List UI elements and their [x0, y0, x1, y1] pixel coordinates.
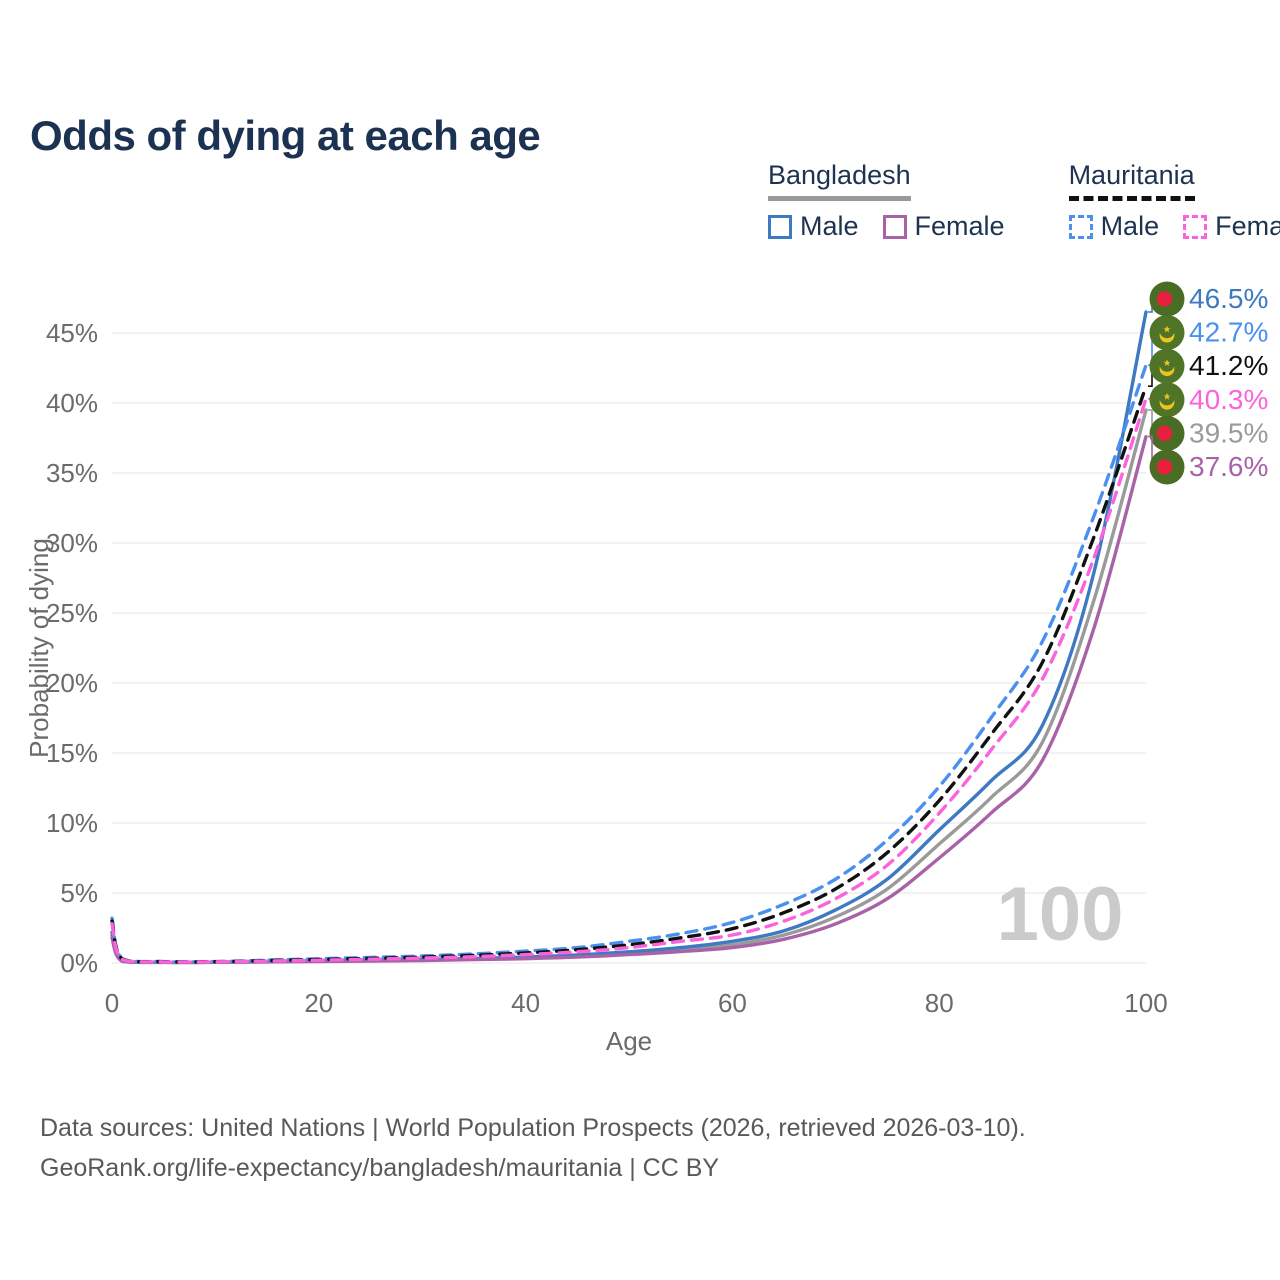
y-axis-tick-label: 0%	[60, 948, 98, 978]
legend-swatch-icon	[882, 214, 907, 239]
x-axis-tick-label: 40	[511, 988, 540, 1018]
x-axis-tick-label: 0	[105, 988, 119, 1018]
y-axis-tick-label: 25%	[46, 598, 98, 628]
x-axis-title: Age	[606, 1026, 652, 1056]
x-axis-tick-label: 20	[304, 988, 333, 1018]
legend-swatch-icon	[1183, 214, 1208, 239]
series-line-mauritania-female[interactable]	[110, 397, 1148, 964]
legend-item-label: Female	[914, 211, 1005, 241]
mauritania-flag-icon	[1149, 348, 1185, 384]
current-age-watermark: 100	[997, 872, 1124, 957]
legend-group-mauritania: Mauritania Male Female	[1068, 160, 1280, 242]
y-axis-tick-label: 20%	[46, 668, 98, 698]
y-axis-tick-label: 45%	[46, 318, 98, 348]
end-value-label: 41.2%	[1189, 350, 1268, 381]
x-axis-tick-label: 60	[718, 988, 747, 1018]
series-line-mauritania-male[interactable]	[110, 363, 1148, 964]
legend-item-label: Male	[800, 211, 859, 241]
y-axis-tick-label: 5%	[60, 878, 98, 908]
legend-item-label: Male	[1100, 211, 1160, 241]
bangladesh-flag-icon	[1149, 281, 1185, 317]
end-value-label: 40.3%	[1189, 384, 1268, 415]
y-axis-tick-label: 10%	[46, 808, 98, 838]
footer-attribution-link: GeoRank.org/life-expectancy/bangladesh/m…	[40, 1154, 720, 1182]
series-line-bangladesh-male[interactable]	[110, 310, 1148, 965]
page-title: Odds of dying at each age	[30, 112, 541, 160]
mauritania-flag-icon	[1149, 382, 1185, 418]
mauritania-flag-icon	[1149, 315, 1185, 351]
footer-data-sources: Data sources: United Nations | World Pop…	[40, 1114, 1026, 1142]
odds-of-dying-chart[interactable]: 0% 5% 10% 15% 20% 25% 30% 35% 40% 45% 0 20 40 60 80 100…	[0, 260, 1280, 1060]
legend-item-label: Female	[1215, 211, 1280, 241]
legend-item-bangladesh-female[interactable]: Female	[882, 211, 1005, 242]
legend-item-mauritania-male[interactable]: Male	[1068, 211, 1160, 242]
legend-item-mauritania-female[interactable]: Female	[1183, 211, 1280, 242]
series-line-bangladesh-total[interactable]	[110, 408, 1148, 965]
end-value-label: 42.7%	[1189, 317, 1268, 348]
legend-country-label: Mauritania	[1068, 160, 1195, 201]
series-line-bangladesh-female[interactable]	[110, 434, 1148, 965]
end-value-label: 39.5%	[1189, 417, 1268, 448]
end-value-label: 37.6%	[1189, 451, 1268, 482]
y-axis-tick-label: 15%	[46, 738, 98, 768]
y-axis-tick-label: 30%	[46, 528, 98, 558]
bangladesh-flag-icon	[1149, 449, 1185, 485]
legend-item-bangladesh-male[interactable]: Male	[768, 211, 859, 242]
legend-group-bangladesh: Bangladesh Male Female	[768, 160, 1005, 242]
x-axis-tick-label: 80	[925, 988, 954, 1018]
bangladesh-flag-icon	[1149, 415, 1185, 451]
legend-country-label: Bangladesh	[768, 160, 911, 201]
legend-swatch-icon	[1068, 214, 1093, 239]
y-axis-title: Probability of dying	[24, 538, 54, 758]
y-axis-tick-label: 40%	[46, 388, 98, 418]
end-value-label: 46.5%	[1189, 283, 1268, 314]
legend: Bangladesh Male Female Mauritania Male Female	[768, 160, 1280, 242]
legend-swatch-icon	[768, 214, 792, 239]
y-axis-tick-label: 35%	[46, 458, 98, 488]
footer: Data sources: United Nations | World Pop…	[40, 1108, 1026, 1188]
x-axis-tick-label: 100	[1124, 988, 1167, 1018]
